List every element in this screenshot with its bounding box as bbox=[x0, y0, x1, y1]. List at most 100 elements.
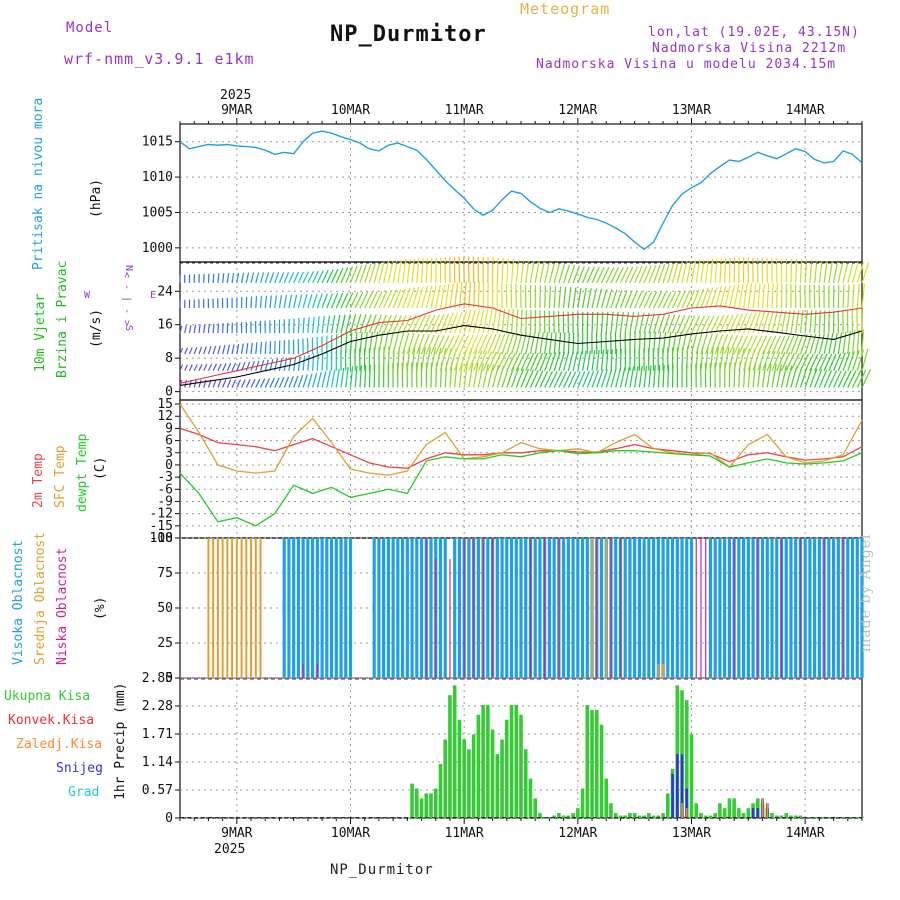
wind-barb bbox=[567, 287, 572, 309]
wind-barb bbox=[553, 263, 561, 284]
low-cloud-bar bbox=[799, 538, 802, 678]
wind-barb bbox=[610, 368, 617, 388]
wind-barb bbox=[402, 287, 411, 309]
wind-barb bbox=[368, 331, 373, 355]
wind-barb bbox=[648, 331, 651, 355]
low-cloud-bar bbox=[695, 538, 697, 678]
mid-cloud-bar bbox=[221, 538, 224, 678]
precip-unit-text: 1hr Precip (mm) bbox=[113, 683, 128, 800]
total-precip-bar bbox=[504, 719, 509, 818]
total-precip-bar bbox=[737, 808, 741, 818]
total-precip-bar bbox=[542, 818, 547, 819]
wind-barb bbox=[278, 272, 285, 284]
wind-barb bbox=[435, 347, 442, 371]
snow-bar bbox=[680, 754, 684, 818]
high-cloud-bar bbox=[415, 538, 419, 678]
wind-barb bbox=[288, 294, 293, 309]
wind-barb bbox=[525, 369, 534, 388]
wind-barb bbox=[473, 362, 479, 388]
wind-barb bbox=[231, 272, 235, 284]
wind-barb bbox=[586, 288, 592, 309]
mid-cloud-bar bbox=[245, 538, 248, 678]
ytick-label: -9 bbox=[157, 494, 173, 509]
wind-barb bbox=[724, 285, 731, 309]
wind-barb bbox=[430, 347, 437, 371]
wind-barb bbox=[539, 332, 544, 355]
wind-barb bbox=[605, 267, 615, 284]
high-cloud-bar bbox=[320, 538, 324, 678]
wind-barb bbox=[297, 318, 300, 334]
total-precip-bar bbox=[684, 700, 689, 818]
wind-barb bbox=[837, 352, 846, 371]
wind-barb bbox=[411, 286, 420, 309]
wind-barb bbox=[724, 347, 730, 371]
wind-barb bbox=[510, 353, 521, 371]
wind-barb bbox=[397, 288, 406, 309]
wind-barb bbox=[198, 346, 203, 355]
wind-barb bbox=[548, 262, 555, 284]
wind-barb bbox=[780, 335, 790, 355]
mid-cloud-bar bbox=[250, 538, 253, 678]
wind-barb bbox=[383, 261, 390, 284]
wind-barb bbox=[245, 361, 251, 371]
wind-barb bbox=[269, 359, 274, 371]
wind-barb bbox=[283, 294, 288, 309]
wind-barb bbox=[316, 270, 324, 284]
wind-barb bbox=[591, 350, 596, 371]
wind-barb bbox=[222, 345, 226, 355]
wind-barb bbox=[733, 335, 744, 355]
wind-barb bbox=[757, 335, 768, 355]
high-cloud-bar bbox=[576, 538, 580, 678]
wind-barb bbox=[444, 335, 455, 355]
high-cloud-bar bbox=[571, 538, 575, 678]
low-cloud-bar bbox=[482, 538, 484, 678]
wind-barb bbox=[600, 311, 604, 334]
wind-barb bbox=[188, 364, 193, 371]
wind-barb bbox=[596, 311, 599, 334]
wind-barb bbox=[278, 358, 283, 371]
wind-barb bbox=[354, 291, 364, 309]
pressure-ylabel: Pritisak na nivou mora (hPa) bbox=[31, 98, 104, 270]
high-cloud-bar bbox=[500, 538, 504, 678]
wind-barb bbox=[638, 265, 648, 284]
total-precip-bar bbox=[585, 705, 590, 818]
high-cloud-bar bbox=[633, 538, 637, 678]
wind-barb bbox=[837, 285, 840, 309]
wind-barb bbox=[600, 288, 608, 309]
total-precip-bar bbox=[538, 813, 542, 818]
mid-cloud-bar bbox=[657, 664, 660, 678]
wind-barb bbox=[743, 335, 753, 355]
bottom-day-label: 13MAR bbox=[672, 826, 711, 841]
total-precip-bar bbox=[519, 714, 523, 818]
wind-barb bbox=[634, 290, 643, 309]
total-precip-bar bbox=[452, 685, 457, 818]
wind-barb bbox=[577, 266, 585, 284]
wind-barb bbox=[676, 314, 686, 334]
total-precip-bar bbox=[798, 815, 803, 818]
wind-barb bbox=[705, 333, 713, 355]
wind-barb bbox=[771, 283, 774, 309]
high-cloud-bar bbox=[614, 538, 618, 678]
wind-barbs bbox=[179, 256, 872, 388]
wind-barb bbox=[766, 363, 772, 388]
total-precip-bar bbox=[599, 724, 604, 818]
high-cloud-bar bbox=[514, 538, 518, 678]
total-precip-bar bbox=[476, 714, 481, 818]
sfc-temp-label: SFC Temp bbox=[53, 445, 68, 508]
total-precip-bar bbox=[514, 705, 519, 818]
wind-barb bbox=[364, 331, 368, 355]
legend-snow: Snijeg bbox=[56, 761, 103, 776]
low-cloud-bar bbox=[700, 538, 702, 678]
wind-barb bbox=[236, 362, 241, 371]
wind-barb bbox=[255, 342, 258, 355]
wind-barb bbox=[837, 332, 843, 355]
total-precip-bar bbox=[770, 813, 774, 818]
wind-barb bbox=[610, 349, 613, 371]
wind-barb bbox=[714, 286, 722, 309]
precip-legend: Ukupna Kisa Konvek.Kisa Zaledj.Kisa Snij… bbox=[4, 683, 128, 800]
wind-barb bbox=[814, 260, 818, 283]
legend-graupel: Grad bbox=[68, 785, 99, 800]
wind-barb bbox=[397, 259, 403, 284]
wind-barb bbox=[458, 348, 468, 371]
wind-barb bbox=[354, 365, 358, 388]
